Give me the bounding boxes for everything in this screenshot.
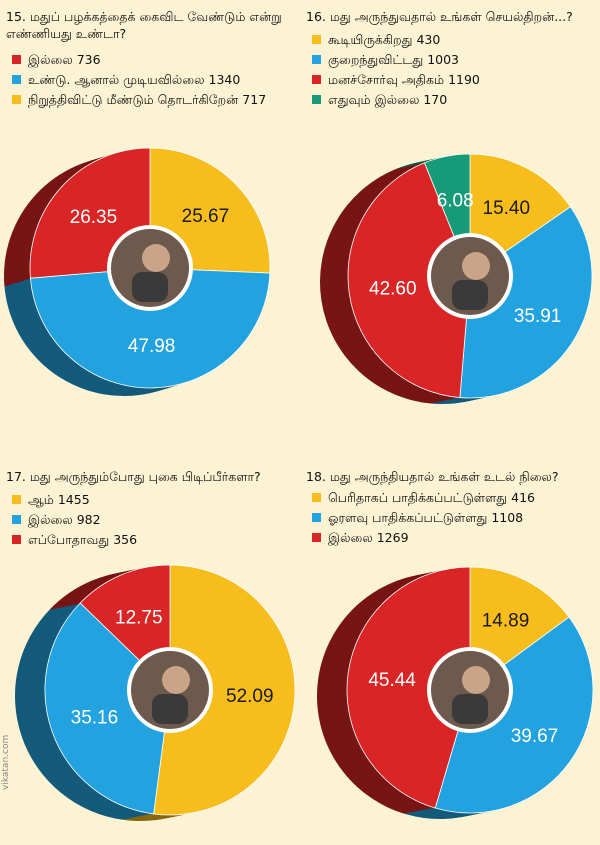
legend-swatch bbox=[312, 95, 321, 104]
site-credit: vikatan.com bbox=[1, 734, 11, 790]
slice-value-label: 15.40 bbox=[483, 198, 531, 219]
legend-swatch bbox=[312, 55, 321, 64]
legend-label: எப்போதாவது bbox=[28, 532, 110, 547]
photo-head-shape bbox=[162, 666, 190, 694]
legend-item: மனச்சோர்வு அதிகம் 1190 bbox=[312, 70, 480, 90]
pie-slice bbox=[347, 162, 471, 399]
question-title: 16. மது அருந்துவதால் உங்கள் செயல்திறன்..… bbox=[306, 9, 573, 24]
pie-slice bbox=[434, 616, 594, 814]
legend-label: எதுவும் இல்லை bbox=[328, 92, 420, 107]
photo-head-shape bbox=[142, 244, 170, 272]
slice-value-label: 35.16 bbox=[71, 707, 119, 728]
legend-item: இல்லை 1269 bbox=[312, 528, 535, 548]
legend-count: 430 bbox=[416, 32, 441, 47]
legend-item: இல்லை 736 bbox=[12, 50, 266, 70]
slice-value-label: 45.44 bbox=[368, 670, 416, 691]
slice-value-label: 26.35 bbox=[70, 207, 118, 228]
legend-swatch bbox=[312, 493, 321, 502]
legend-count: 736 bbox=[76, 52, 101, 67]
legend: பெரிதாகப் பாதிக்கப்பட்டுள்ளது 416 ஓரளவு … bbox=[312, 488, 535, 548]
legend-item: எப்போதாவது 356 bbox=[12, 530, 137, 550]
legend-label: குறைந்துவிட்டது bbox=[328, 52, 424, 67]
pie-slice bbox=[346, 566, 471, 809]
legend-swatch bbox=[12, 75, 21, 84]
legend-count: 1455 bbox=[57, 492, 90, 507]
slice-value-label: 42.60 bbox=[369, 279, 417, 300]
chart-panel-15: 25.67 47.98 26.35 15. மதுப் பழக்கத்தைக் கை… bbox=[0, 0, 300, 422]
photo-head-shape bbox=[462, 252, 490, 280]
legend-count: 416 bbox=[511, 490, 535, 505]
donut-chart-17: 52.09 35.16 12.75 bbox=[14, 564, 296, 821]
pie-slice bbox=[153, 564, 296, 816]
photo-body-shape bbox=[452, 694, 488, 724]
pie-slice bbox=[29, 267, 271, 389]
slice-value-label: 6.08 bbox=[437, 190, 474, 211]
legend-label: பெரிதாகப் பாதிக்கப்பட்டுள்ளது bbox=[328, 490, 508, 505]
legend-item: இல்லை 982 bbox=[12, 510, 137, 530]
question-title: 17. மது அருந்தும்போது புகை பிடிப்பீர்களா… bbox=[6, 469, 261, 484]
pie-slice bbox=[459, 206, 593, 399]
legend-swatch bbox=[312, 75, 321, 84]
legend-swatch bbox=[12, 95, 21, 104]
donut-chart-15: 25.67 47.98 26.35 bbox=[3, 147, 271, 396]
chart-panel-18: 14.89 39.67 45.44 18. மது அருந்தியதால் உங்… bbox=[300, 422, 600, 844]
question-title: 18. மது அருந்தியதால் உங்கள் உடல் நிலை? bbox=[306, 469, 559, 484]
photo-body-shape bbox=[452, 280, 488, 310]
legend-label: உண்டு. ஆனால் முடியவில்லை bbox=[28, 72, 205, 87]
legend-swatch bbox=[312, 533, 321, 542]
legend-item: பெரிதாகப் பாதிக்கப்பட்டுள்ளது 416 bbox=[312, 488, 535, 508]
legend-count: 1190 bbox=[448, 72, 480, 87]
photo-body-shape bbox=[152, 694, 188, 724]
legend-item: நிறுத்திவிட்டு மீண்டும் தொடர்கிறேன் 717 bbox=[12, 90, 266, 110]
legend: கூடியிருக்கிறது 430 குறைந்துவிட்டது 1003… bbox=[312, 30, 480, 110]
legend-label: ஆம் bbox=[28, 492, 54, 507]
legend-swatch bbox=[12, 55, 21, 64]
slice-value-label: 12.75 bbox=[115, 607, 163, 628]
donut-chart-16: 15.40 35.91 42.60 6.08 bbox=[320, 153, 593, 404]
legend-label: இல்லை bbox=[328, 530, 373, 545]
legend-item: உண்டு. ஆனால் முடியவில்லை 1340 bbox=[12, 70, 266, 90]
legend-label: இல்லை bbox=[28, 52, 73, 67]
legend-item: ஆம் 1455 bbox=[12, 490, 137, 510]
chart-panel-17: 52.09 35.16 12.75 17. மது அருந்தும்போது பு… bbox=[0, 422, 300, 844]
legend-count: 982 bbox=[76, 512, 101, 527]
legend: இல்லை 736 உண்டு. ஆனால் முடியவில்லை 1340 … bbox=[12, 50, 266, 110]
legend-item: எதுவும் இல்லை 170 bbox=[312, 90, 480, 110]
legend-label: கூடியிருக்கிறது bbox=[328, 32, 413, 47]
slice-value-label: 35.91 bbox=[514, 306, 562, 327]
legend-label: நிறுத்திவிட்டு மீண்டும் தொடர்கிறேன் bbox=[28, 92, 239, 107]
slice-value-label: 25.67 bbox=[182, 206, 230, 227]
slice-value-label: 52.09 bbox=[226, 686, 274, 707]
legend-item: ஓரளவு பாதிக்கப்பட்டுள்ளது 1108 bbox=[312, 508, 535, 528]
legend-count: 717 bbox=[242, 92, 267, 107]
legend-count: 1108 bbox=[491, 510, 524, 525]
legend-swatch bbox=[312, 35, 321, 44]
legend-swatch bbox=[12, 535, 21, 544]
legend-count: 170 bbox=[423, 92, 448, 107]
legend-count: 356 bbox=[113, 532, 138, 547]
photo-head-shape bbox=[462, 666, 490, 694]
legend-count: 1003 bbox=[427, 52, 459, 67]
legend-swatch bbox=[312, 513, 321, 522]
legend: ஆம் 1455 இல்லை 982 எப்போதாவது 356 bbox=[12, 490, 137, 550]
legend-item: கூடியிருக்கிறது 430 bbox=[312, 30, 480, 50]
legend-count: 1269 bbox=[376, 530, 409, 545]
chart-panel-16: 15.40 35.91 42.60 6.08 16. மது அருந்துவதால்… bbox=[300, 0, 600, 422]
slice-value-label: 47.98 bbox=[128, 336, 176, 357]
legend-label: ஓரளவு பாதிக்கப்பட்டுள்ளது bbox=[328, 510, 488, 525]
legend-count: 1340 bbox=[208, 72, 241, 87]
donut-chart-18: 14.89 39.67 45.44 bbox=[316, 566, 594, 820]
legend-swatch bbox=[12, 515, 21, 524]
legend-label: மனச்சோர்வு அதிகம் bbox=[328, 72, 445, 87]
slice-value-label: 14.89 bbox=[482, 611, 530, 632]
legend-swatch bbox=[12, 495, 21, 504]
photo-body-shape bbox=[132, 272, 168, 302]
slice-value-label: 39.67 bbox=[511, 726, 559, 747]
pie-slice bbox=[44, 602, 171, 815]
question-title: 15. மதுப் பழக்கத்தைக் கைவிட வேண்டும் என்… bbox=[6, 9, 282, 41]
legend-item: குறைந்துவிட்டது 1003 bbox=[312, 50, 480, 70]
legend-label: இல்லை bbox=[28, 512, 73, 527]
